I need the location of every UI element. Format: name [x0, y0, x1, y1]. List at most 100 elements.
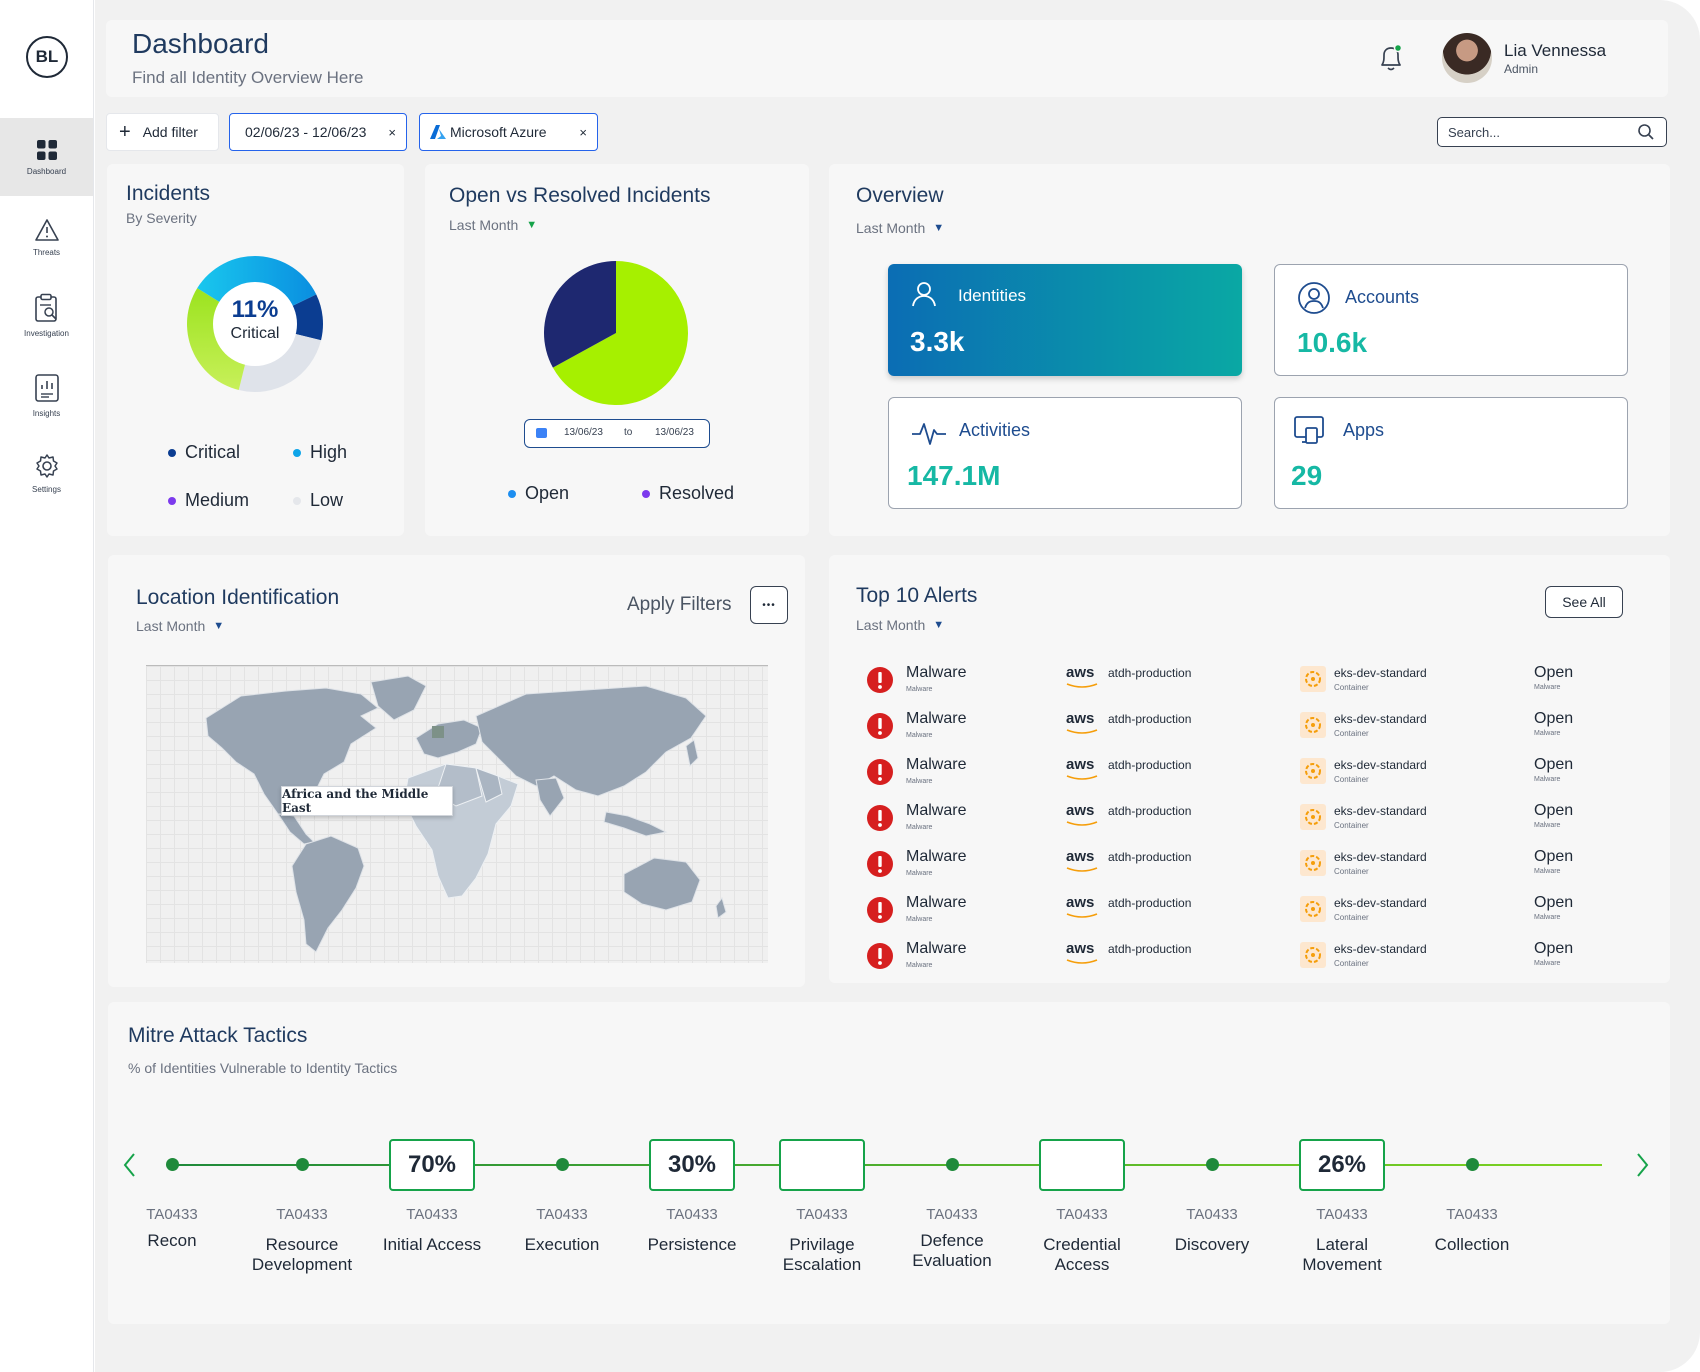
alert-critical-icon: [867, 667, 893, 693]
tile-value: 10.6k: [1297, 327, 1368, 358]
chevron-left-icon[interactable]: [120, 1150, 140, 1180]
calendar-icon: [536, 428, 547, 438]
pie-slice-resolved[interactable]: [552, 261, 688, 405]
aws-logo-icon: aws: [1066, 664, 1095, 681]
date-range-filter[interactable]: 02/06/23 - 12/06/23 ×: [229, 113, 407, 151]
alerts-card: [829, 555, 1670, 983]
activities-tile[interactable]: Activities 147.1M: [888, 397, 1242, 509]
pie-slice-open[interactable]: [544, 261, 616, 368]
period-label: Last Month: [856, 220, 926, 236]
close-icon[interactable]: ×: [388, 124, 396, 140]
search-icon[interactable]: [1637, 123, 1655, 141]
open-resolved-period-dropdown[interactable]: Last Month ▼: [449, 217, 537, 233]
tactic-node[interactable]: [165, 1158, 179, 1171]
kubernetes-icon: [1300, 758, 1326, 784]
sidebar-item-investigation[interactable]: Investigation: [0, 276, 93, 354]
alert-row[interactable]: Malware Malware aws atdh-production eks-dev-…: [866, 848, 1626, 894]
plus-icon: +: [119, 121, 131, 143]
tactic-code: TA0433: [146, 1206, 198, 1223]
overview-period-dropdown[interactable]: Last Month ▼: [856, 220, 944, 236]
tactic-node[interactable]: [1205, 1158, 1219, 1171]
kubernetes-icon: [1300, 850, 1326, 876]
overview-title: Overview: [856, 184, 944, 207]
monitor-icon: [1294, 416, 1324, 444]
more-options-button[interactable]: •••: [750, 586, 788, 624]
alert-row[interactable]: Malware Malware aws atdh-production eks-dev-…: [866, 756, 1626, 802]
sidebar-item-settings[interactable]: Settings: [0, 434, 93, 512]
alert-row[interactable]: Malware Malware aws atdh-production eks-dev-…: [866, 710, 1626, 756]
tactic-value-box[interactable]: 30%: [649, 1139, 735, 1191]
source-filter[interactable]: Microsoft Azure ×: [419, 113, 598, 151]
pie-date-range[interactable]: [524, 419, 710, 448]
alert-row[interactable]: Malware Malware aws atdh-production eks-dev-…: [866, 894, 1626, 940]
alert-critical-icon: [867, 713, 893, 739]
aws-smile-icon: [1066, 683, 1098, 688]
search-input[interactable]: [1437, 117, 1667, 147]
alert-row[interactable]: Malware Malware aws atdh-production eks-dev-…: [866, 940, 1626, 986]
tactic-value-box[interactable]: [779, 1139, 865, 1191]
alert-source: atdh-production: [1108, 804, 1192, 818]
add-filter-button[interactable]: + Add filter: [106, 113, 219, 151]
bell-icon[interactable]: [1376, 42, 1406, 74]
date-separator: to: [624, 427, 633, 438]
kubernetes-icon: [1300, 896, 1326, 922]
tactic-value-box[interactable]: [1039, 1139, 1125, 1191]
accounts-tile[interactable]: Accounts 10.6k: [1274, 264, 1628, 376]
close-icon[interactable]: ×: [579, 124, 587, 140]
apply-filters-link[interactable]: Apply Filters: [627, 594, 732, 615]
tile-label: Identities: [958, 286, 1027, 305]
legend-dot: [642, 489, 650, 498]
location-period-dropdown[interactable]: Last Month ▼: [136, 618, 224, 634]
tactic-code: TA0433: [1056, 1206, 1108, 1223]
alert-container: eks-dev-standard: [1334, 758, 1427, 772]
alert-status: Open: [1534, 756, 1574, 773]
alert-row[interactable]: Malware Malware aws atdh-production eks-dev-…: [866, 664, 1626, 710]
alert-status: Open: [1534, 848, 1574, 865]
tactic-code: TA0433: [796, 1206, 848, 1223]
alert-container: eks-dev-standard: [1334, 850, 1427, 864]
tactic-name: Discovery: [1174, 1235, 1250, 1254]
sidebar-item-dashboard[interactable]: Dashboard: [0, 118, 93, 196]
tactic-code: TA0433: [536, 1206, 588, 1223]
alert-row[interactable]: Malware Malware aws atdh-production eks-dev-…: [866, 802, 1626, 848]
user-role: Admin: [1504, 62, 1539, 76]
sidebar-item-threats[interactable]: Threats: [0, 198, 93, 276]
tactic-node[interactable]: [1465, 1158, 1479, 1171]
alerts-period-dropdown[interactable]: Last Month ▼: [856, 617, 944, 633]
alert-type: Malware: [906, 962, 933, 969]
date-range-value: 02/06/23 - 12/06/23: [245, 124, 367, 140]
world-map[interactable]: Africa and the Middle East: [146, 665, 768, 963]
brand-logo[interactable]: BL: [26, 36, 68, 78]
tactic-code: TA0433: [1186, 1206, 1238, 1223]
tactic-value-box[interactable]: 70%: [389, 1139, 475, 1191]
map-shapes: [205, 675, 727, 953]
tactic-node[interactable]: [295, 1158, 309, 1171]
legend-label: High: [310, 442, 348, 462]
apps-tile[interactable]: Apps 29: [1274, 397, 1628, 509]
alert-status-sub: Malware: [1534, 960, 1561, 967]
tactic-node[interactable]: [945, 1158, 959, 1171]
tactic-value-box[interactable]: 26%: [1299, 1139, 1385, 1191]
tile-value: 3.3k: [910, 326, 965, 357]
tactic-node[interactable]: [555, 1158, 569, 1171]
alert-name: Malware: [906, 894, 967, 911]
legend-dot: [293, 496, 301, 505]
tile-value: 29: [1291, 460, 1323, 491]
alert-critical-icon: [867, 897, 893, 923]
avatar[interactable]: [1442, 33, 1492, 83]
selected-region-marker[interactable]: [432, 726, 444, 738]
incidents-subtitle: By Severity: [126, 210, 197, 226]
sidebar-item-insights[interactable]: Insights: [0, 356, 93, 434]
see-all-button[interactable]: See All: [1545, 586, 1623, 618]
aws-logo-icon: aws: [1066, 940, 1095, 957]
alert-type: Malware: [906, 686, 933, 693]
identities-tile[interactable]: Identities 3.3k: [888, 264, 1242, 376]
tile-value: 147.1M: [907, 460, 1001, 491]
legend-high: High: [293, 442, 347, 463]
tile-label: Apps: [1343, 420, 1385, 440]
open-resolved-pie-chart: [544, 261, 688, 405]
chevron-right-icon[interactable]: [1632, 1150, 1652, 1180]
kubernetes-icon: [1300, 804, 1326, 830]
tactic-name: Persistence: [647, 1235, 737, 1254]
alert-status-sub: Malware: [1534, 684, 1561, 691]
